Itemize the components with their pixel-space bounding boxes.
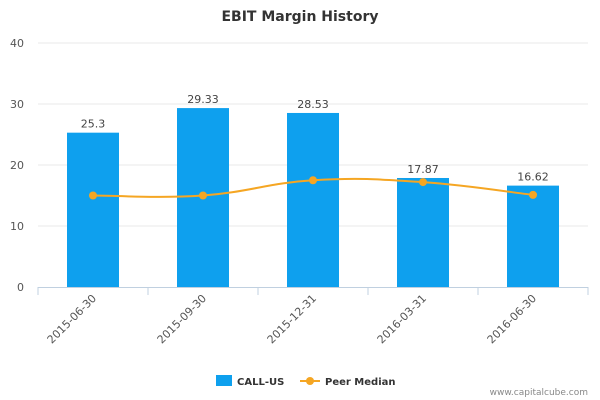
x-tick-label: 2015-06-30 (45, 292, 99, 346)
bar-data-label: 16.62 (517, 171, 549, 184)
legend-label-call-us: CALL-US (237, 377, 284, 388)
peer-median-point (529, 190, 537, 199)
y-tick-label: 10 (10, 220, 24, 233)
y-tick-label: 30 (10, 98, 24, 111)
peer-median-point (199, 191, 207, 200)
peer-median-point (309, 176, 317, 185)
bar-data-label: 17.87 (407, 163, 439, 176)
credit-text: www.capitalcube.com (490, 388, 588, 398)
bar-data-labels: 25.3 29.33 28.53 17.87 16.62 (81, 93, 549, 184)
legend-swatch-call-us (216, 375, 232, 386)
x-tick-label: 2015-12-31 (265, 292, 319, 346)
x-tick-label: 2016-06-30 (485, 292, 539, 346)
y-tick-label: 40 (10, 37, 24, 50)
legend-label-peer-median: Peer Median (325, 377, 396, 388)
x-axis-ticks: 2015-06-30 2015-09-30 2015-12-31 2016-03-31… (37, 287, 589, 346)
y-tick-label: 20 (10, 159, 24, 172)
bar-data-label: 29.33 (187, 93, 219, 106)
chart-title: EBIT Margin History (221, 9, 378, 25)
bar (507, 185, 559, 287)
peer-median-point (89, 191, 97, 200)
x-tick-label: 2016-03-31 (375, 292, 429, 346)
x-tick-label: 2015-09-30 (155, 292, 209, 346)
bar-data-label: 25.3 (81, 118, 106, 131)
bar (287, 112, 339, 287)
bar-series (67, 108, 559, 287)
bar-data-label: 28.53 (297, 98, 329, 111)
y-tick-label: 0 (17, 281, 24, 294)
peer-median-series (89, 176, 537, 200)
bar (67, 132, 119, 287)
y-axis-ticks: 0 10 20 30 40 (10, 37, 24, 294)
legend-marker-peer-median (306, 377, 314, 385)
bar (397, 177, 449, 287)
peer-median-point (419, 178, 427, 187)
legend: CALL-US Peer Median (216, 375, 396, 388)
